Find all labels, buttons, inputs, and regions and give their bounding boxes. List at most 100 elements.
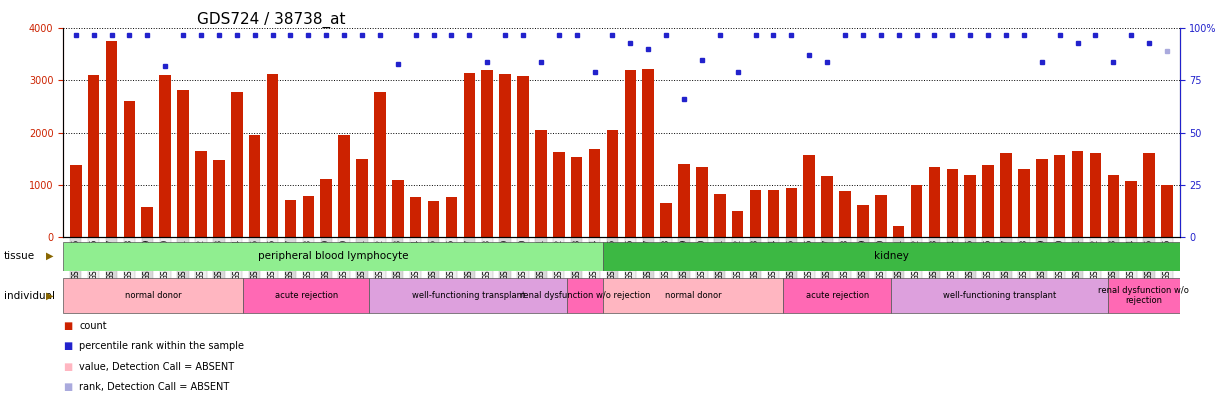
Text: GSM26823: GSM26823 — [393, 239, 402, 280]
Bar — [589, 149, 601, 237]
Text: GSM26854: GSM26854 — [947, 239, 957, 280]
Bar — [482, 70, 492, 237]
Text: GSM26844: GSM26844 — [769, 239, 778, 280]
Text: GSM26805: GSM26805 — [72, 239, 80, 280]
Bar — [696, 166, 708, 237]
Bar — [786, 188, 798, 237]
Bar — [320, 179, 332, 237]
Bar — [1001, 153, 1012, 237]
Bar — [553, 152, 564, 237]
Text: GSM26845: GSM26845 — [787, 239, 795, 280]
Bar — [231, 92, 242, 237]
Bar — [1071, 151, 1083, 237]
Bar — [857, 205, 868, 237]
Text: GSM26848: GSM26848 — [840, 239, 850, 280]
Text: peripheral blood lymphocyte: peripheral blood lymphocyte — [258, 251, 409, 261]
Text: count: count — [79, 321, 107, 331]
Text: rank, Detection Call = ABSENT: rank, Detection Call = ABSENT — [79, 382, 230, 392]
Bar — [1054, 155, 1065, 237]
Text: GSM26831: GSM26831 — [536, 239, 545, 280]
Text: GSM26815: GSM26815 — [250, 239, 259, 280]
Text: GSM26843: GSM26843 — [751, 239, 760, 280]
Text: ■: ■ — [63, 321, 73, 331]
Bar — [428, 201, 439, 237]
Text: GSM26825: GSM26825 — [429, 239, 438, 280]
Text: GSM26849: GSM26849 — [858, 239, 867, 280]
FancyBboxPatch shape — [891, 278, 1108, 313]
Bar — [929, 166, 940, 237]
Bar — [642, 68, 654, 237]
Bar — [535, 130, 547, 237]
Text: GSM26808: GSM26808 — [125, 239, 134, 280]
Bar — [249, 135, 260, 237]
Text: GSM26859: GSM26859 — [1037, 239, 1046, 280]
Text: GSM26861: GSM26861 — [1073, 239, 1082, 280]
Text: GSM26811: GSM26811 — [179, 239, 187, 280]
Text: ■: ■ — [63, 362, 73, 371]
Bar — [625, 70, 636, 237]
Text: GSM26809: GSM26809 — [142, 239, 152, 280]
Text: GSM26820: GSM26820 — [339, 239, 349, 280]
Bar — [71, 165, 81, 237]
Text: GSM26864: GSM26864 — [1127, 239, 1136, 280]
Text: tissue: tissue — [4, 251, 35, 261]
Text: GSM26856: GSM26856 — [984, 239, 992, 280]
Bar — [660, 203, 672, 237]
Text: ▶: ▶ — [46, 291, 54, 301]
Bar — [195, 151, 207, 237]
Bar — [124, 101, 135, 237]
Bar — [88, 75, 100, 237]
Bar — [570, 157, 582, 237]
Text: GSM26860: GSM26860 — [1055, 239, 1064, 280]
Text: GDS724 / 38738_at: GDS724 / 38738_at — [197, 12, 345, 28]
Text: GSM26836: GSM26836 — [626, 239, 635, 280]
Text: GSM26847: GSM26847 — [822, 239, 832, 280]
FancyBboxPatch shape — [243, 278, 370, 313]
Text: GSM26846: GSM26846 — [805, 239, 814, 280]
Text: GSM26852: GSM26852 — [912, 239, 921, 280]
Bar — [356, 159, 367, 237]
Bar — [679, 164, 689, 237]
Bar — [392, 179, 404, 237]
Text: GSM26834: GSM26834 — [590, 239, 599, 280]
FancyBboxPatch shape — [370, 278, 568, 313]
Text: value, Detection Call = ABSENT: value, Detection Call = ABSENT — [79, 362, 235, 371]
Text: GSM26818: GSM26818 — [304, 239, 313, 280]
Bar — [1090, 153, 1102, 237]
Text: GSM26813: GSM26813 — [214, 239, 224, 280]
Text: GSM26827: GSM26827 — [465, 239, 474, 280]
Text: GSM26819: GSM26819 — [322, 239, 331, 280]
Bar — [463, 72, 475, 237]
Bar — [983, 165, 993, 237]
Text: ▶: ▶ — [46, 251, 54, 261]
Bar — [303, 196, 314, 237]
Text: GSM26835: GSM26835 — [608, 239, 617, 280]
Text: GSM26840: GSM26840 — [698, 239, 706, 280]
Bar — [213, 160, 225, 237]
Text: GSM26810: GSM26810 — [161, 239, 170, 280]
Text: renal dysfunction w/o
rejection: renal dysfunction w/o rejection — [1098, 286, 1189, 305]
Text: GSM26833: GSM26833 — [573, 239, 581, 280]
Text: renal dysfunction w/o rejection: renal dysfunction w/o rejection — [520, 291, 651, 300]
Text: GSM26817: GSM26817 — [286, 239, 295, 280]
Bar — [911, 185, 923, 237]
FancyBboxPatch shape — [783, 278, 891, 313]
Text: GSM26841: GSM26841 — [715, 239, 725, 280]
FancyBboxPatch shape — [603, 278, 783, 313]
Bar — [1018, 169, 1030, 237]
Text: acute rejection: acute rejection — [806, 291, 869, 300]
Bar — [804, 155, 815, 237]
Bar — [141, 207, 153, 237]
Text: GSM26858: GSM26858 — [1019, 239, 1029, 280]
Text: GSM26866: GSM26866 — [1162, 239, 1171, 280]
Text: GSM26828: GSM26828 — [483, 239, 491, 280]
Text: GSM26850: GSM26850 — [877, 239, 885, 280]
FancyBboxPatch shape — [1108, 278, 1180, 313]
Bar — [1161, 185, 1172, 237]
Text: ■: ■ — [63, 382, 73, 392]
Text: GSM26857: GSM26857 — [1002, 239, 1010, 280]
Bar — [732, 211, 743, 237]
Bar — [946, 169, 958, 237]
Text: GSM26842: GSM26842 — [733, 239, 742, 280]
Bar — [893, 226, 905, 237]
